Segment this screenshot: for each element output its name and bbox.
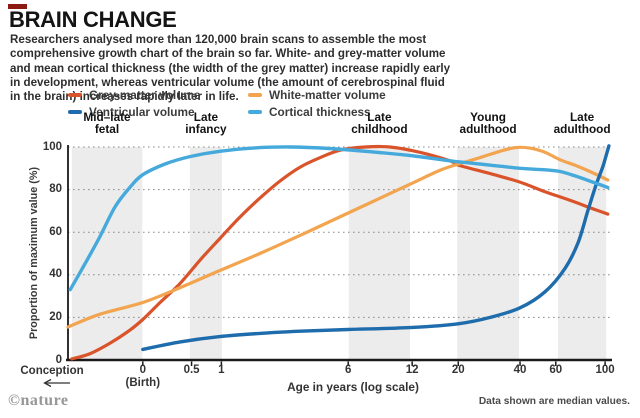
legend-swatch-icon [68,93,82,97]
x-tick-label: 100 [595,364,615,376]
legend-swatch-icon [248,93,262,97]
grey-matter-volume-curve [70,144,610,361]
conception-label: Conception [20,365,84,377]
stage-band [457,147,519,360]
stage-label: Mid–late fetal [83,110,131,136]
legend-label: Cortical thickness [269,105,371,119]
stage-label: Late adulthood [553,110,611,136]
x-tick-label: 0 [139,364,146,376]
ventricular-volume-curve [141,144,611,352]
legend-label: Ventricular volume [89,105,195,119]
legend-item: Ventricular volume [68,105,248,119]
legend-row: Grey-matter volume White-matter volume [68,88,386,102]
stage-band [71,147,143,360]
legend-swatch-icon [68,110,82,114]
x-tick-label: 0.5 [183,364,200,376]
x-tick-label: 20 [451,364,465,376]
legend-label: White-matter volume [269,88,386,102]
x-tick-label: 6 [345,364,352,376]
stage-label: Late childhood [351,110,408,136]
legend-label: Grey-matter volume [89,88,201,102]
nature-logo: ©nature [8,392,69,409]
legend-item: White-matter volume [248,88,386,102]
y-tick-label: 40 [49,268,62,281]
cortical-thickness-curve [68,145,610,292]
data-note: Data shown are median values. [478,396,630,407]
x-tick-label: 12 [405,364,419,376]
chart-legend: Grey-matter volume White-matter volume Ven… [68,88,386,122]
y-tick-label: 100 [42,140,62,153]
x-axis-title: Age in years (log scale) [287,380,419,394]
stage-label: Late infancy [185,110,227,136]
y-tick-label: 0 [55,353,62,366]
stage-label: Young adulthood [459,110,517,136]
brand-corner-bar [8,4,27,9]
y-axis-title: Proportion of maximum value (%) [28,166,40,340]
y-tick-label: 60 [49,225,62,238]
x-tick-sublabel: (Birth) [125,377,161,389]
chart-description: Researchers analysed more than 120,000 b… [10,33,451,104]
legend-item: Cortical thickness [248,105,371,119]
y-tick-label: 80 [49,183,62,196]
legend-swatch-icon [248,110,262,114]
x-tick-label: 1 [218,364,225,376]
x-tick-label: 40 [513,364,527,376]
conception-arrowhead [43,378,52,388]
legend-row: Ventricular volume Cortical thickness [68,105,386,119]
page-title: BRAIN CHANGE [9,7,177,32]
x-tick-label: 60 [549,364,563,376]
y-tick-label: 20 [49,310,62,323]
stage-band [348,147,410,360]
white-matter-volume-curve [66,145,610,329]
legend-item: Grey-matter volume [68,88,248,102]
